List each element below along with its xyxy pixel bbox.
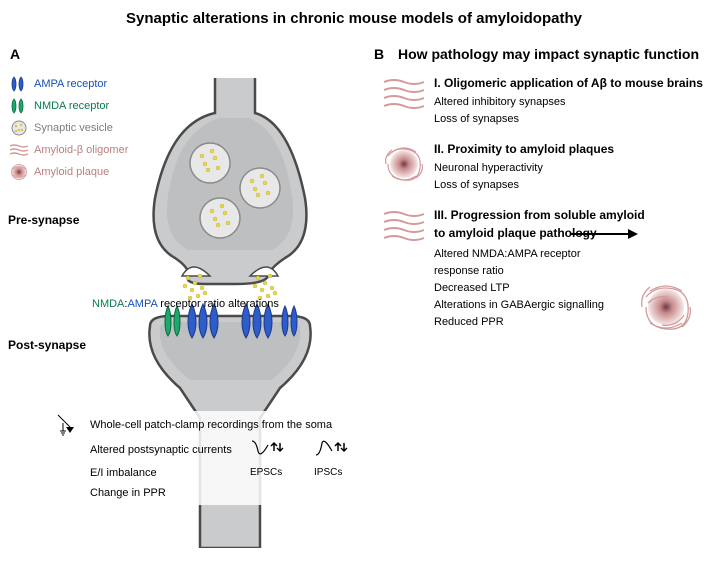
synaptic-vesicle-icon	[8, 118, 30, 138]
panel-b-label: B	[374, 46, 384, 62]
plaque-icon	[638, 279, 694, 335]
legend-text: Amyloid-β oligomer	[34, 144, 128, 156]
recordings-title-row: Whole-cell patch-clamp recordings from t…	[56, 413, 366, 437]
ipsc-icon	[314, 437, 364, 463]
pre-synapse-label: Pre-synapse	[8, 213, 79, 227]
legend-row: Amyloid-β oligomer	[8, 139, 128, 161]
legend-row: AMPA receptor	[8, 73, 128, 95]
panel-a: A AMPA receptor NMDA	[0, 33, 370, 553]
epsc-icon	[250, 437, 300, 463]
ampa-receptor-icon	[8, 74, 30, 94]
legend-text: AMPA receptor	[34, 78, 107, 90]
main-title: Synaptic alterations in chronic mouse mo…	[0, 0, 708, 33]
legend-text: Synaptic vesicle	[34, 122, 113, 134]
rec-line: Change in PPR	[90, 483, 366, 503]
panel-b: B How pathology may impact synaptic func…	[370, 33, 708, 553]
oligomer-icon	[382, 76, 426, 120]
legend-row: Amyloid plaque	[8, 161, 128, 183]
s2-item: Loss of synapses	[434, 177, 708, 194]
ratio-text: NMDA:AMPA receptor ratio alterations	[92, 298, 279, 310]
legend: AMPA receptor NMDA receptor	[8, 73, 128, 183]
rec-line: Altered postsynaptic currents	[90, 437, 366, 463]
legend-text: NMDA receptor	[34, 100, 109, 112]
s2-heading: II. Proximity to amyloid plaques	[434, 142, 708, 156]
rec-ppr: Change in PPR	[90, 483, 166, 503]
nmda-receptor-icon	[8, 96, 30, 116]
ipsc-label: IPSCs	[314, 463, 342, 483]
section-1: I. Oligomeric application of Aβ to mouse…	[382, 76, 708, 128]
legend-row: Synaptic vesicle	[8, 117, 128, 139]
arrow-icon	[570, 228, 640, 240]
panel-a-label: A	[10, 46, 20, 62]
legend-row: NMDA receptor	[8, 95, 128, 117]
amyloid-plaque-icon	[8, 162, 30, 182]
rec-altered-currents: Altered postsynaptic currents	[90, 440, 250, 460]
ratio-ampa: AMPA	[127, 298, 157, 310]
panels: A AMPA receptor NMDA	[0, 33, 708, 553]
legend-text: Amyloid plaque	[34, 166, 109, 178]
recordings-title: Whole-cell patch-clamp recordings from t…	[90, 415, 332, 435]
s1-heading: I. Oligomeric application of Aβ to mouse…	[434, 76, 708, 90]
oligomer-icon	[382, 208, 426, 252]
rec-line: E/I imbalance EPSCs IPSCs	[90, 463, 366, 483]
electrode-icon	[56, 413, 90, 437]
post-synapse-label: Post-synapse	[8, 338, 86, 352]
s1-item: Altered inhibitory synapses	[434, 94, 708, 111]
s3-item: Altered NMDA:AMPA receptor	[434, 246, 708, 263]
plaque-icon	[382, 142, 426, 186]
s2-item: Neuronal hyperactivity	[434, 160, 708, 177]
ratio-nmda: NMDA	[92, 298, 124, 310]
ratio-rest: receptor ratio alterations	[157, 298, 279, 310]
s3-item: response ratio	[434, 263, 708, 280]
section-2: II. Proximity to amyloid plaques Neurona…	[382, 142, 708, 194]
s1-item: Loss of synapses	[434, 111, 708, 128]
amyloid-oligomer-icon	[8, 140, 30, 160]
epsc-label: EPSCs	[250, 463, 300, 483]
panel-b-title: How pathology may impact synaptic functi…	[398, 46, 708, 62]
recordings-box: Whole-cell patch-clamp recordings from t…	[56, 411, 366, 505]
s3-heading1: III. Progression from soluble amyloid	[434, 208, 708, 222]
rec-ei-imbalance: E/I imbalance	[90, 463, 250, 483]
